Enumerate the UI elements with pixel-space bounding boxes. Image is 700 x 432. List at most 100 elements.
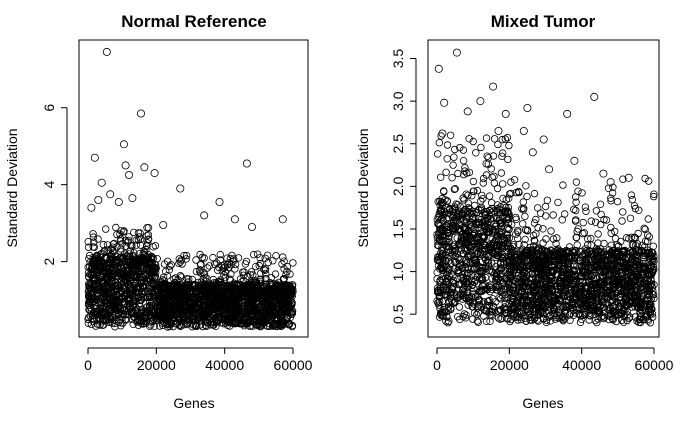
data-point <box>541 202 550 211</box>
outlier-point <box>114 197 123 206</box>
data-point <box>84 313 93 322</box>
data-point <box>107 252 116 261</box>
data-point <box>254 282 262 290</box>
outlier-point <box>176 184 185 193</box>
data-point <box>255 261 263 270</box>
data-point <box>244 319 252 327</box>
data-point <box>144 274 152 282</box>
panel-title: Mixed Tumor <box>491 12 596 31</box>
data-point <box>88 312 97 320</box>
data-point <box>212 322 220 330</box>
x-axis-label: Genes <box>173 395 214 411</box>
outlier-point <box>247 222 256 231</box>
data-point <box>116 262 125 270</box>
data-point <box>189 289 198 297</box>
data-point <box>98 318 106 326</box>
outlier-point <box>121 161 130 170</box>
data-point <box>572 178 581 186</box>
data-point <box>136 229 144 237</box>
data-point <box>285 320 294 328</box>
data-point <box>289 259 297 267</box>
data-point <box>613 197 622 206</box>
data-point <box>143 231 151 240</box>
data-point <box>519 220 527 228</box>
data-point <box>643 231 652 239</box>
data-point <box>232 299 240 307</box>
x-axis-label: Genes <box>522 395 563 411</box>
outlier-point <box>125 170 134 179</box>
data-point <box>209 253 217 262</box>
outlier-point <box>230 215 239 224</box>
data-point <box>534 223 542 232</box>
data-point <box>628 195 636 204</box>
data-point <box>165 322 174 331</box>
x-axis: 0 20000 40000 60000 <box>84 347 313 373</box>
data-point <box>592 207 601 215</box>
data-point <box>84 319 93 327</box>
data-point <box>549 211 557 219</box>
data-point <box>221 319 230 327</box>
data-point <box>448 173 456 182</box>
data-points <box>433 48 658 327</box>
data-point <box>135 299 144 308</box>
data-point <box>125 250 133 258</box>
data-point <box>93 320 102 328</box>
data-point <box>98 307 107 316</box>
data-point <box>216 256 224 264</box>
x-tick-label: 60000 <box>274 357 313 373</box>
data-point <box>135 249 144 258</box>
data-point <box>125 282 133 291</box>
data-points <box>84 47 297 331</box>
data-point <box>165 320 174 328</box>
data-point <box>117 227 125 235</box>
data-point <box>522 182 530 190</box>
data-point <box>182 251 191 260</box>
data-point <box>209 318 218 326</box>
outlier-point <box>278 215 287 224</box>
data-point <box>505 141 513 150</box>
data-point <box>196 250 204 259</box>
data-point <box>626 214 635 222</box>
data-point <box>472 149 480 157</box>
data-point <box>619 208 627 216</box>
data-point <box>89 233 98 241</box>
x-tick-label: 20000 <box>137 357 176 373</box>
data-point <box>88 270 96 278</box>
data-point <box>144 231 153 239</box>
outlier-point <box>90 153 99 162</box>
outlier-point <box>119 140 128 149</box>
data-point <box>570 205 578 214</box>
data-point <box>101 225 110 233</box>
data-point <box>559 181 567 189</box>
data-point <box>117 319 125 327</box>
data-point <box>196 261 205 269</box>
data-point <box>454 169 462 178</box>
data-point <box>143 223 151 232</box>
data-point <box>262 270 270 278</box>
data-point <box>459 156 468 165</box>
data-point <box>159 321 167 330</box>
outlier-point <box>97 178 106 187</box>
data-point <box>99 240 107 249</box>
data-point <box>225 275 234 283</box>
data-point <box>578 189 586 197</box>
data-point <box>90 308 98 316</box>
data-point <box>543 196 552 204</box>
data-point <box>95 307 104 315</box>
data-point <box>597 210 605 219</box>
data-point <box>100 247 109 255</box>
data-point <box>112 223 120 232</box>
data-point <box>241 260 250 268</box>
x-tick-label: 0 <box>84 357 92 373</box>
data-point <box>434 150 442 158</box>
data-point <box>117 245 125 253</box>
data-point <box>258 318 266 326</box>
outlier-point <box>159 220 168 229</box>
data-point <box>261 254 269 262</box>
outlier-point <box>87 203 96 212</box>
data-point <box>225 259 233 267</box>
data-point <box>450 153 458 161</box>
data-point <box>213 317 221 326</box>
data-point <box>263 322 271 330</box>
data-point <box>490 172 498 180</box>
